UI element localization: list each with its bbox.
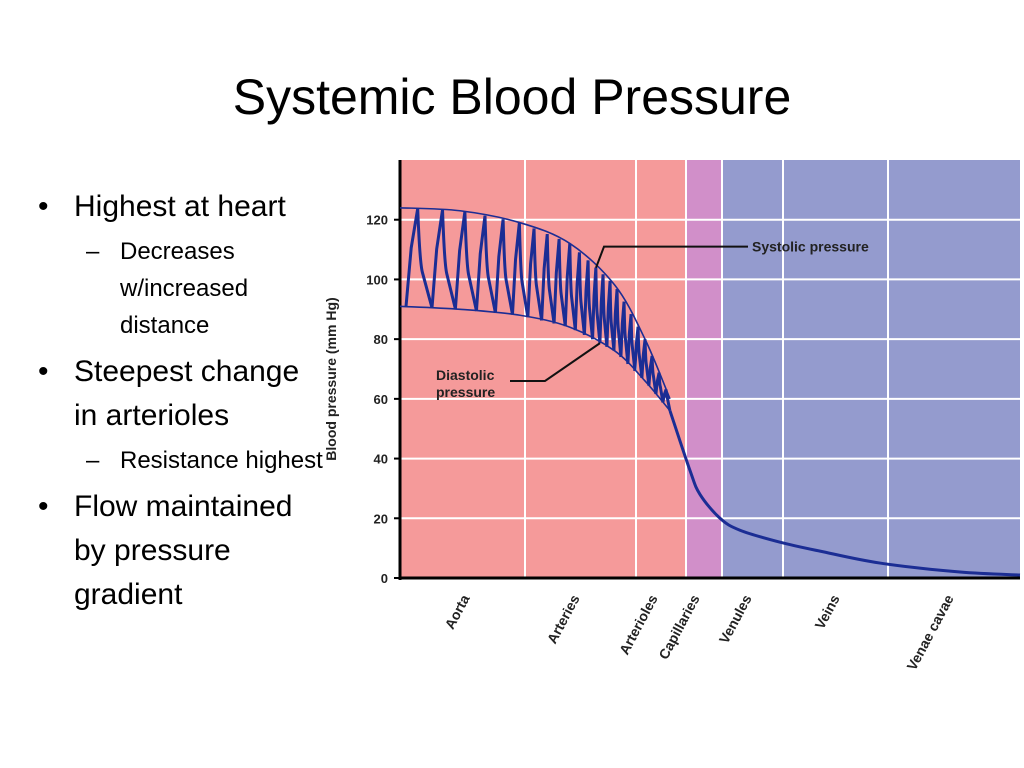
diastolic-pressure-label: pressure (436, 384, 495, 400)
bullet-text: Flow maintained by pressure gradient (74, 490, 293, 611)
pulse-wave (493, 219, 514, 315)
y-tick-label: 20 (374, 511, 388, 526)
pulse-wave (605, 280, 616, 351)
pulse-wave (540, 233, 556, 324)
bullet-item: • Highest at heart (38, 190, 286, 223)
sub-bullet-text: Decreases w/increased distance (120, 238, 249, 339)
y-tick-label: 40 (374, 452, 388, 467)
x-category-label: Venules (716, 592, 755, 646)
systolic-leader-line (595, 245, 748, 269)
pulse-wave (633, 326, 644, 379)
y-tick-label: 100 (366, 272, 388, 287)
bullet-list: • Highest at heart – Decreases w/increased… (30, 185, 330, 621)
bullet-text: Steepest change in arterioles (74, 355, 300, 432)
x-category-label: Capillaries (655, 592, 702, 662)
systolic-pressure-label: Systolic pressure (752, 239, 869, 255)
diastolic-curve (399, 305, 671, 412)
diastolic-leader-line (510, 342, 601, 382)
pulse-wave (626, 314, 637, 372)
mean-pressure-curve (668, 410, 1021, 577)
sub-bullet-item: – Resistance highest (86, 447, 323, 474)
x-category-label: Venae cavae (903, 592, 956, 673)
diastolic-pressure-label: Diastolic (436, 367, 495, 383)
pulse-wave (619, 301, 630, 365)
slide-title: Systemic Blood Pressure (232, 69, 792, 125)
y-tick-label: 80 (374, 332, 388, 347)
pulse-wave (474, 215, 497, 314)
pulse-wave (598, 274, 609, 347)
bullet-item: • Flow maintained by pressure gradient (38, 490, 293, 611)
y-tick-label: 0 (381, 571, 388, 586)
systolic-curve (399, 206, 671, 400)
pulse-wave (526, 228, 544, 321)
x-category-label: Veins (811, 592, 842, 632)
region-band-venae-cavae (888, 160, 1020, 578)
region-band-arteries (525, 160, 636, 578)
pulse-wave (573, 252, 586, 336)
pulse-wave (582, 260, 595, 340)
bullet-text: Highest at heart (74, 190, 286, 223)
x-category-label: Arterioles (616, 592, 661, 657)
sub-bullet-text: Resistance highest (120, 447, 323, 474)
x-category-label: Arteries (544, 592, 583, 646)
region-band-capillaries (686, 160, 722, 578)
y-tick-label: 60 (374, 392, 388, 407)
sub-bullet-item: – Decreases w/increased distance (86, 238, 249, 339)
x-category-label: Aorta (441, 592, 472, 632)
y-tick-label: 120 (366, 213, 388, 228)
region-band-arterioles (636, 160, 686, 578)
y-axis-label: Blood pressure (mm Hg) (323, 297, 339, 460)
region-band-venules (722, 160, 783, 578)
bullet-item: • Steepest change in arterioles (38, 355, 300, 432)
region-band-veins (783, 160, 888, 578)
pulse-wave (552, 238, 567, 327)
